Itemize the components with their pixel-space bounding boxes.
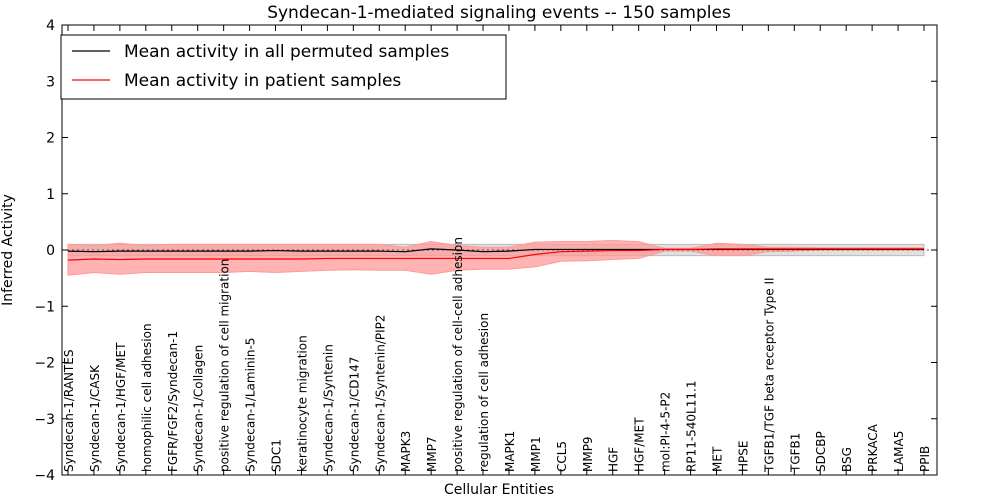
category-label: positive regulation of cell-cell adhesio… [451,237,465,472]
category-label: LAMA5 [892,431,906,472]
category-label: SDCBP [814,431,828,472]
category-label: HGF [607,447,621,472]
category-label: BSG [840,447,854,472]
y-tick-label: −1 [34,299,55,315]
category-label: Syndecan-1/RANTES [62,350,76,472]
category-label: SDC1 [270,439,284,472]
y-axis-label: Inferred Activity [0,194,16,306]
y-axis-ticks: −4 −3 −2 −1 0 1 2 3 4 [34,18,937,484]
category-label: regulation of cell adhesion [477,313,491,472]
category-label: Syndecan-1/Collagen [192,345,206,472]
y-tick-label: 2 [46,131,55,147]
category-label: positive regulation of cell migration [218,259,232,472]
x-axis-label: Cellular Entities [444,482,554,498]
category-label: TGFB1 [788,433,802,473]
category-label: Syndecan-1/Syntenin [321,344,335,472]
y-tick-label: 1 [46,187,55,203]
category-label: MET [710,446,724,472]
y-tick-label: 4 [46,18,55,34]
category-label: MMP7 [425,436,439,472]
legend-label-permuted: Mean activity in all permuted samples [124,42,449,62]
category-label: PPIB [918,446,932,472]
legend-box [60,34,507,100]
category-label: RP11-540L11.1 [685,381,699,472]
legend-label-patient: Mean activity in patient samples [124,71,401,91]
category-label: homophilic cell adhesion [140,323,154,472]
category-label: HPSE [736,441,750,472]
series-lines [62,248,937,261]
category-label: MAPK1 [503,431,517,472]
category-label: TGFB1/TGF beta receptor Type II [762,277,776,473]
y-tick-label: 0 [46,243,55,259]
category-label: Syndecan-1/CD147 [347,357,361,472]
patient-mean-line [67,248,924,261]
category-labels: Syndecan-1/RANTES Syndecan-1/CASK Syndecan… [62,237,932,473]
category-label: CCL5 [555,441,569,472]
y-tick-label: −4 [34,468,55,484]
chart-title: Syndecan-1-mediated signaling events -- … [267,3,731,23]
legend: Mean activity in all permuted samples Me… [60,34,507,100]
category-label: Syndecan-1/Syntenin/PIP2 [373,314,387,472]
category-label: mol:PI-4-5-P2 [659,392,673,472]
category-label: MAPK3 [399,431,413,472]
category-label: PRKACA [866,423,880,472]
category-label: Syndecan-1/HGF/MET [114,342,128,472]
y-tick-label: −2 [34,356,55,372]
y-tick-label: 3 [46,74,55,90]
x-axis-ticks [67,25,925,475]
y-tick-label: −3 [34,412,55,428]
category-label: MMP9 [581,436,595,472]
category-label: Syndecan-1/Laminin-5 [244,338,258,472]
category-label: keratinocyte migration [295,335,309,472]
category-label: FGFR/FGF2/Syndecan-1 [166,331,180,472]
category-label: Syndecan-1/CASK [88,364,102,472]
category-label: MMP1 [529,436,543,472]
category-label: HGF/MET [633,417,647,472]
